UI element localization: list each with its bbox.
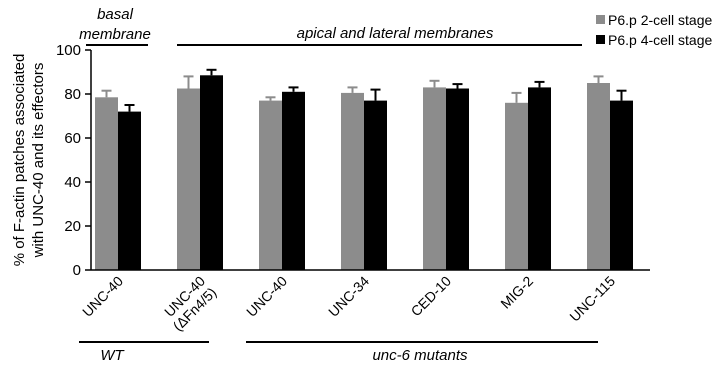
legend: P6.p 2-cell stage P6.p 4-cell stage xyxy=(596,12,712,48)
bottom-groups: WT unc-6 mutants xyxy=(79,341,598,364)
x-tick-label-line: UNC-40 xyxy=(79,273,126,320)
y-tick-label: 100 xyxy=(56,42,81,59)
x-tick-label: UNC-34 xyxy=(325,273,372,320)
x-axis: UNC-40 UNC-40(ΔFn4/5) UNC-40 UNC-34 CED-10 MI… xyxy=(79,269,650,334)
x-tick-label-line: UNC-34 xyxy=(325,273,372,320)
y-tick-label: 0 xyxy=(73,262,81,279)
bar-2-cell xyxy=(95,97,118,270)
annotation-basal-membrane: basal membrane xyxy=(79,6,151,43)
x-tick-label-line: MIG-2 xyxy=(497,273,536,312)
bar-4-cell xyxy=(446,88,469,270)
y-axis-title-line: with UNC-40 and its effectors xyxy=(30,63,47,259)
bar-2-cell xyxy=(177,88,200,270)
legend-swatch xyxy=(596,15,605,24)
bar-4-cell xyxy=(610,100,633,270)
bar-2-cell xyxy=(587,83,610,270)
x-tick-label: UNC-115 xyxy=(566,273,618,325)
x-tick-label: UNC-40 xyxy=(79,273,126,320)
top-annotations: basal membrane apical and lateral membrane… xyxy=(79,6,582,46)
x-tick-label: UNC-40(ΔFn4/5) xyxy=(158,273,219,334)
bar-4-cell xyxy=(364,100,387,270)
annotation-apical-lateral: apical and lateral membranes xyxy=(297,25,494,42)
group-label-unc6: unc-6 mutants xyxy=(372,347,468,364)
bars xyxy=(95,68,633,271)
y-tick-label: 40 xyxy=(64,174,81,191)
legend-label: P6.p 2-cell stage xyxy=(608,12,712,28)
x-tick-label: MIG-2 xyxy=(497,273,536,312)
x-tick-label: UNC-40 xyxy=(243,273,290,320)
bar-4-cell xyxy=(200,75,223,270)
bar-4-cell xyxy=(282,91,305,270)
bar-4-cell xyxy=(118,111,141,270)
bar-4-cell xyxy=(528,87,551,271)
bar-2-cell xyxy=(259,100,282,270)
x-tick-label: CED-10 xyxy=(408,273,455,320)
bar-2-cell xyxy=(423,87,446,271)
x-tick-label-line: CED-10 xyxy=(408,273,455,320)
legend-swatch xyxy=(596,35,605,44)
bar-2-cell xyxy=(341,92,364,271)
bar-2-cell xyxy=(505,102,528,270)
y-axis-title-line: % of F-actin patches associated xyxy=(11,54,28,267)
x-tick-label-line: UNC-40 xyxy=(243,273,290,320)
y-axis: 0 20 40 60 80 100 % of F-actin patches associa… xyxy=(11,42,92,279)
y-axis-title: % of F-actin patches associated with UNC-… xyxy=(11,54,47,267)
x-tick-label-line: UNC-115 xyxy=(566,273,618,325)
y-tick-label: 20 xyxy=(64,218,81,235)
annotation-line: membrane xyxy=(79,26,151,43)
y-tick-label: 80 xyxy=(64,86,81,103)
y-tick-label: 60 xyxy=(64,130,81,147)
legend-label: P6.p 4-cell stage xyxy=(608,32,712,48)
annotation-line: basal xyxy=(97,6,134,23)
group-label-wt: WT xyxy=(100,347,125,364)
